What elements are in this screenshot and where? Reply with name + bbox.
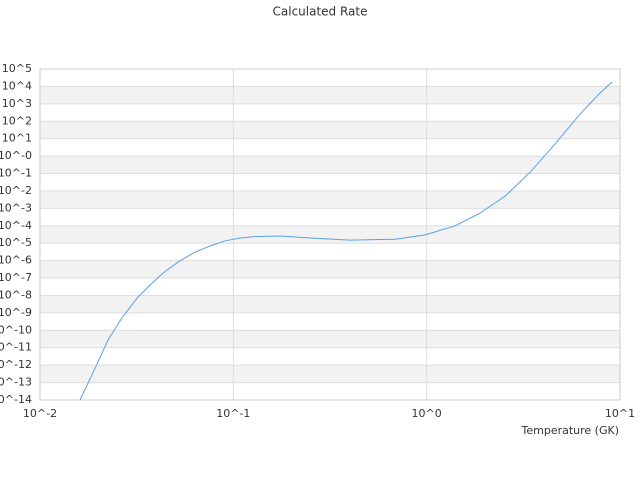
x-tick-label: 10^-2: [23, 407, 57, 420]
y-tick-label: 10^4: [2, 79, 32, 92]
grid-band: [40, 330, 620, 348]
grid-band: [40, 86, 620, 104]
grid-band: [40, 260, 620, 279]
y-tick-label: 10^-5: [0, 236, 32, 249]
y-tick-label: 10^-10: [0, 323, 32, 336]
y-tick-label: 10^-7: [0, 271, 32, 284]
x-axis-title: Temperature (GK): [521, 424, 620, 437]
plot-border: [39, 68, 621, 401]
y-tick-label: 10^-3: [0, 201, 32, 214]
y-tick-label: 10^5: [2, 62, 32, 75]
y-tick-label: 10^-11: [0, 341, 32, 354]
y-tick-label: 10^-6: [0, 254, 32, 267]
y-tick-label: 10^-12: [0, 358, 32, 371]
x-tick-label: 10^0: [412, 407, 442, 420]
y-tick-label: 10^2: [2, 114, 32, 127]
grid-band: [40, 156, 620, 174]
grid-band: [40, 190, 620, 209]
grid-band: [40, 225, 620, 244]
x-tick-label: 10^-1: [216, 407, 250, 420]
grid-band: [40, 121, 620, 139]
series-line: [79, 81, 613, 401]
chart-title: Calculated Rate: [273, 5, 368, 19]
y-tick-label: 10^-8: [0, 288, 32, 301]
grid-band: [40, 365, 620, 383]
y-tick-label: 10^3: [2, 97, 32, 110]
y-tick-label: 10^-4: [0, 219, 32, 232]
y-tick-label: 10^-14: [0, 393, 32, 406]
y-tick-label: 10^-2: [0, 184, 32, 197]
y-tick-label: 10^-13: [0, 376, 32, 389]
y-tick-label: 10^-9: [0, 306, 32, 319]
grid-band: [40, 295, 620, 313]
x-tick-label: 10^1: [605, 407, 635, 420]
y-tick-label: 10^1: [2, 132, 32, 145]
y-tick-label: 10^-1: [0, 167, 32, 180]
y-tick-label: 10^-0: [0, 149, 32, 162]
